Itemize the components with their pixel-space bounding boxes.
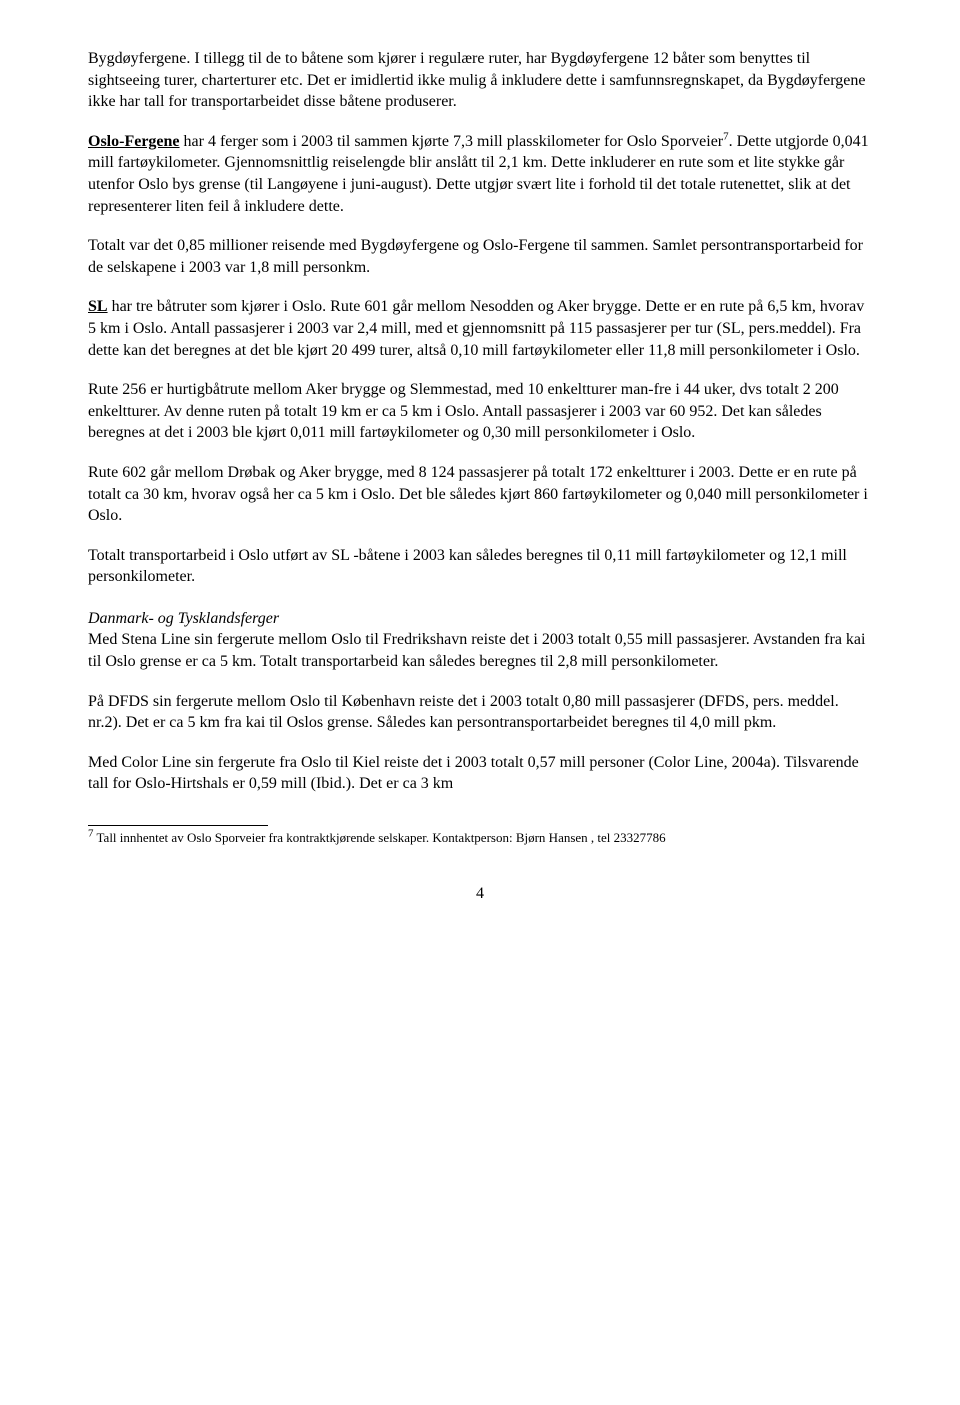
paragraph-2: Oslo-Fergene har 4 ferger som i 2003 til… (88, 131, 872, 217)
paragraph-2-body-a: har 4 ferger som i 2003 til sammen kjørt… (180, 133, 724, 150)
paragraph-8: Med Stena Line sin fergerute mellom Oslo… (88, 629, 872, 672)
paragraph-9: På DFDS sin fergerute mellom Oslo til Kø… (88, 691, 872, 734)
paragraph-3: Totalt var det 0,85 millioner reisende m… (88, 235, 872, 278)
paragraph-7: Totalt transportarbeid i Oslo utført av … (88, 545, 872, 588)
inline-heading-oslo-fergene: Oslo-Fergene (88, 133, 180, 150)
section-heading-danmark-tyskland: Danmark- og Tysklandsferger (88, 608, 872, 630)
page-number: 4 (88, 883, 872, 905)
paragraph-1: Bygdøyfergene. I tillegg til de to båten… (88, 48, 872, 113)
inline-heading-sl: SL (88, 298, 108, 315)
footnote-7: 7 Tall innhentet av Oslo Sporveier fra k… (88, 830, 872, 847)
paragraph-4: SL har tre båtruter som kjører i Oslo. R… (88, 296, 872, 361)
paragraph-4-body: har tre båtruter som kjører i Oslo. Rute… (88, 298, 864, 358)
footnote-separator (88, 825, 268, 826)
paragraph-6: Rute 602 går mellom Drøbak og Aker brygg… (88, 462, 872, 527)
paragraph-10: Med Color Line sin fergerute fra Oslo ti… (88, 752, 872, 795)
paragraph-5: Rute 256 er hurtigbåtrute mellom Aker br… (88, 379, 872, 444)
footnote-text-7: Tall innhentet av Oslo Sporveier fra kon… (94, 830, 666, 845)
